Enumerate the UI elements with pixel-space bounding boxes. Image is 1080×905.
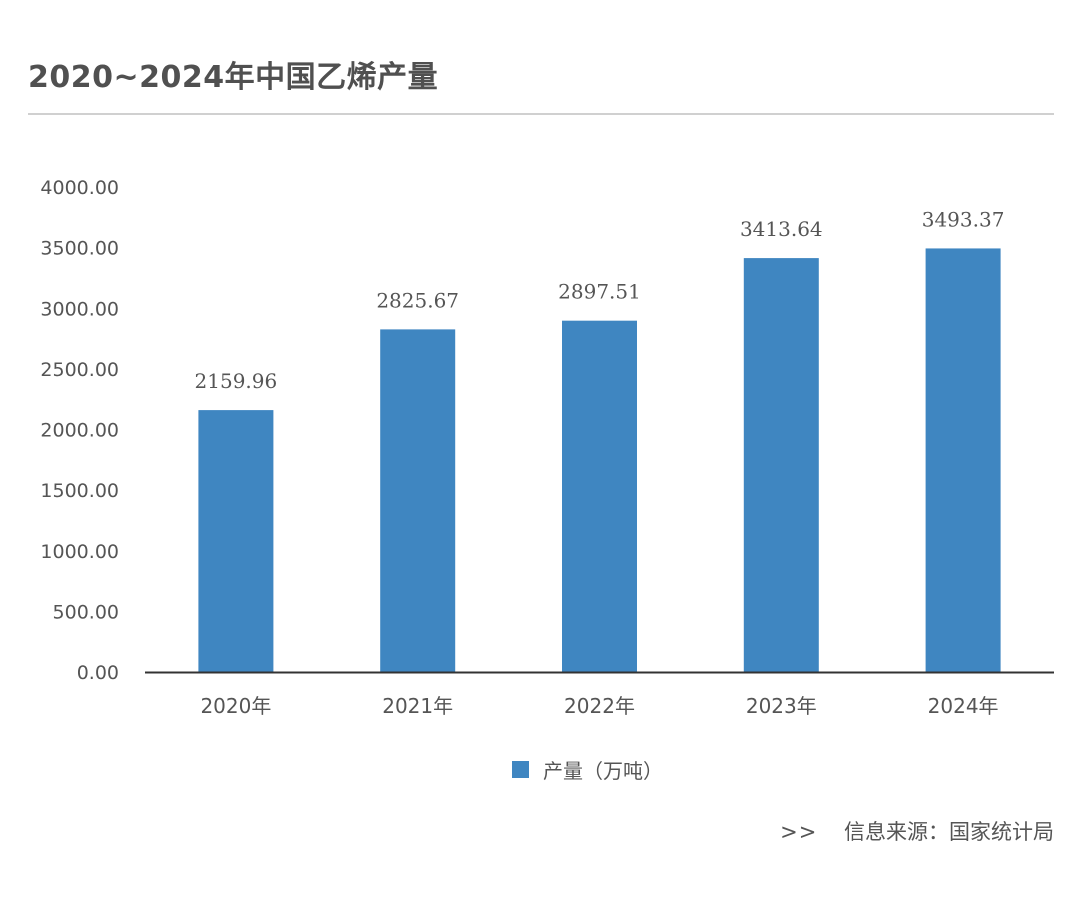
source-note: >> 信息来源：国家统计局: [780, 816, 1054, 846]
bar-1: [380, 329, 456, 672]
data-label-3: 3413.64: [740, 217, 823, 241]
y-tick-label: 3000.00: [40, 298, 119, 320]
legend: 产量（万吨）: [512, 755, 663, 784]
bar-0: [198, 410, 274, 672]
data-label-2: 2897.51: [558, 280, 641, 304]
bar-2: [562, 320, 637, 672]
x-tick-label-0: 2020年: [200, 694, 271, 718]
chart-title: 2020~2024年中国乙烯产量: [28, 60, 439, 95]
legend-label: 产量（万吨）: [543, 759, 663, 783]
y-tick-label: 2000.00: [40, 420, 119, 442]
source-arrow-icon: >>: [780, 820, 818, 844]
y-tick-label: 2500.00: [40, 359, 119, 381]
y-tick-label: 1500.00: [40, 480, 119, 502]
source-text: 信息来源：国家统计局: [844, 820, 1054, 844]
data-label-0: 2159.96: [195, 369, 278, 393]
y-tick-label: 1000.00: [40, 541, 119, 563]
y-axis: 0.00 500.00 1000.00 1500.00 2000.00 2500.00 30…: [40, 177, 119, 684]
bar-chart: 0.00 500.00 1000.00 1500.00 2000.00 2500.00 30…: [40, 177, 1054, 718]
x-tick-label-1: 2021年: [382, 694, 453, 718]
y-tick-label: 3500.00: [40, 238, 119, 260]
x-tick-label-3: 2023年: [746, 694, 817, 718]
data-labels-group: 2159.96 2825.67 2897.51 3413.64 3493.37: [195, 207, 1005, 393]
bar-3: [743, 258, 819, 672]
y-tick-label: 500.00: [53, 601, 119, 623]
x-axis: 2020年 2021年 2022年 2023年 2024年: [200, 694, 998, 718]
y-tick-label: 4000.00: [40, 177, 119, 199]
data-label-4: 3493.37: [922, 207, 1005, 231]
bar-4: [925, 248, 1001, 672]
y-tick-label: 0.00: [77, 662, 119, 684]
legend-swatch: [512, 761, 529, 778]
x-tick-label-2: 2022年: [564, 694, 635, 718]
x-tick-label-4: 2024年: [928, 694, 999, 718]
data-label-1: 2825.67: [376, 288, 459, 312]
title-divider: [28, 113, 1054, 115]
bars-group: [198, 248, 1001, 672]
